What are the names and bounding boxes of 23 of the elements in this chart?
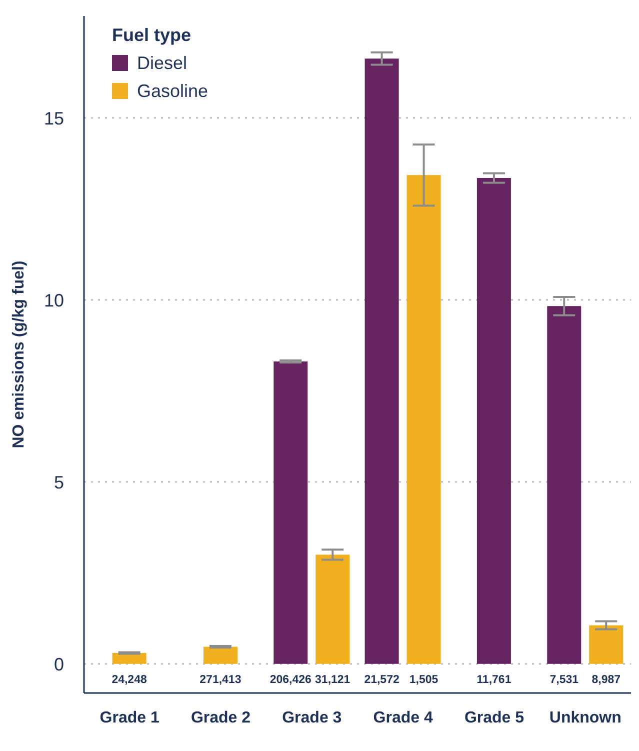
annotation: 24,248 (112, 674, 148, 686)
annotation: 31,121 (315, 674, 351, 686)
annotation: 1,505 (409, 674, 439, 686)
legend-label: Diesel (136, 52, 188, 75)
legend-title: Fuel type (112, 24, 192, 47)
annotation: 21,572 (364, 674, 400, 686)
x-tick-label: Grade 1 (100, 709, 160, 726)
x-tick-label: Unknown (549, 709, 622, 726)
annotation: 206,426 (270, 674, 312, 686)
annotation: 8,987 (592, 674, 621, 686)
y-axis-title: NO emissions (g/kg fuel) (10, 260, 28, 448)
annotation: 11,761 (476, 674, 512, 686)
legend-label: Gasoline (136, 80, 208, 103)
x-tick-label: Grade 2 (190, 709, 251, 726)
x-tick-label: Grade 3 (282, 709, 342, 726)
x-tick-label: Grade 4 (373, 709, 433, 726)
annotation: 271,413 (200, 674, 242, 686)
y-tick-label: 0 (54, 654, 64, 674)
y-tick-label: 15 (44, 108, 64, 128)
annotation: 7,531 (550, 674, 580, 686)
y-tick-label: 5 (54, 472, 64, 492)
y-tick-label: 10 (44, 290, 64, 310)
x-tick-label: Grade 5 (464, 709, 524, 726)
